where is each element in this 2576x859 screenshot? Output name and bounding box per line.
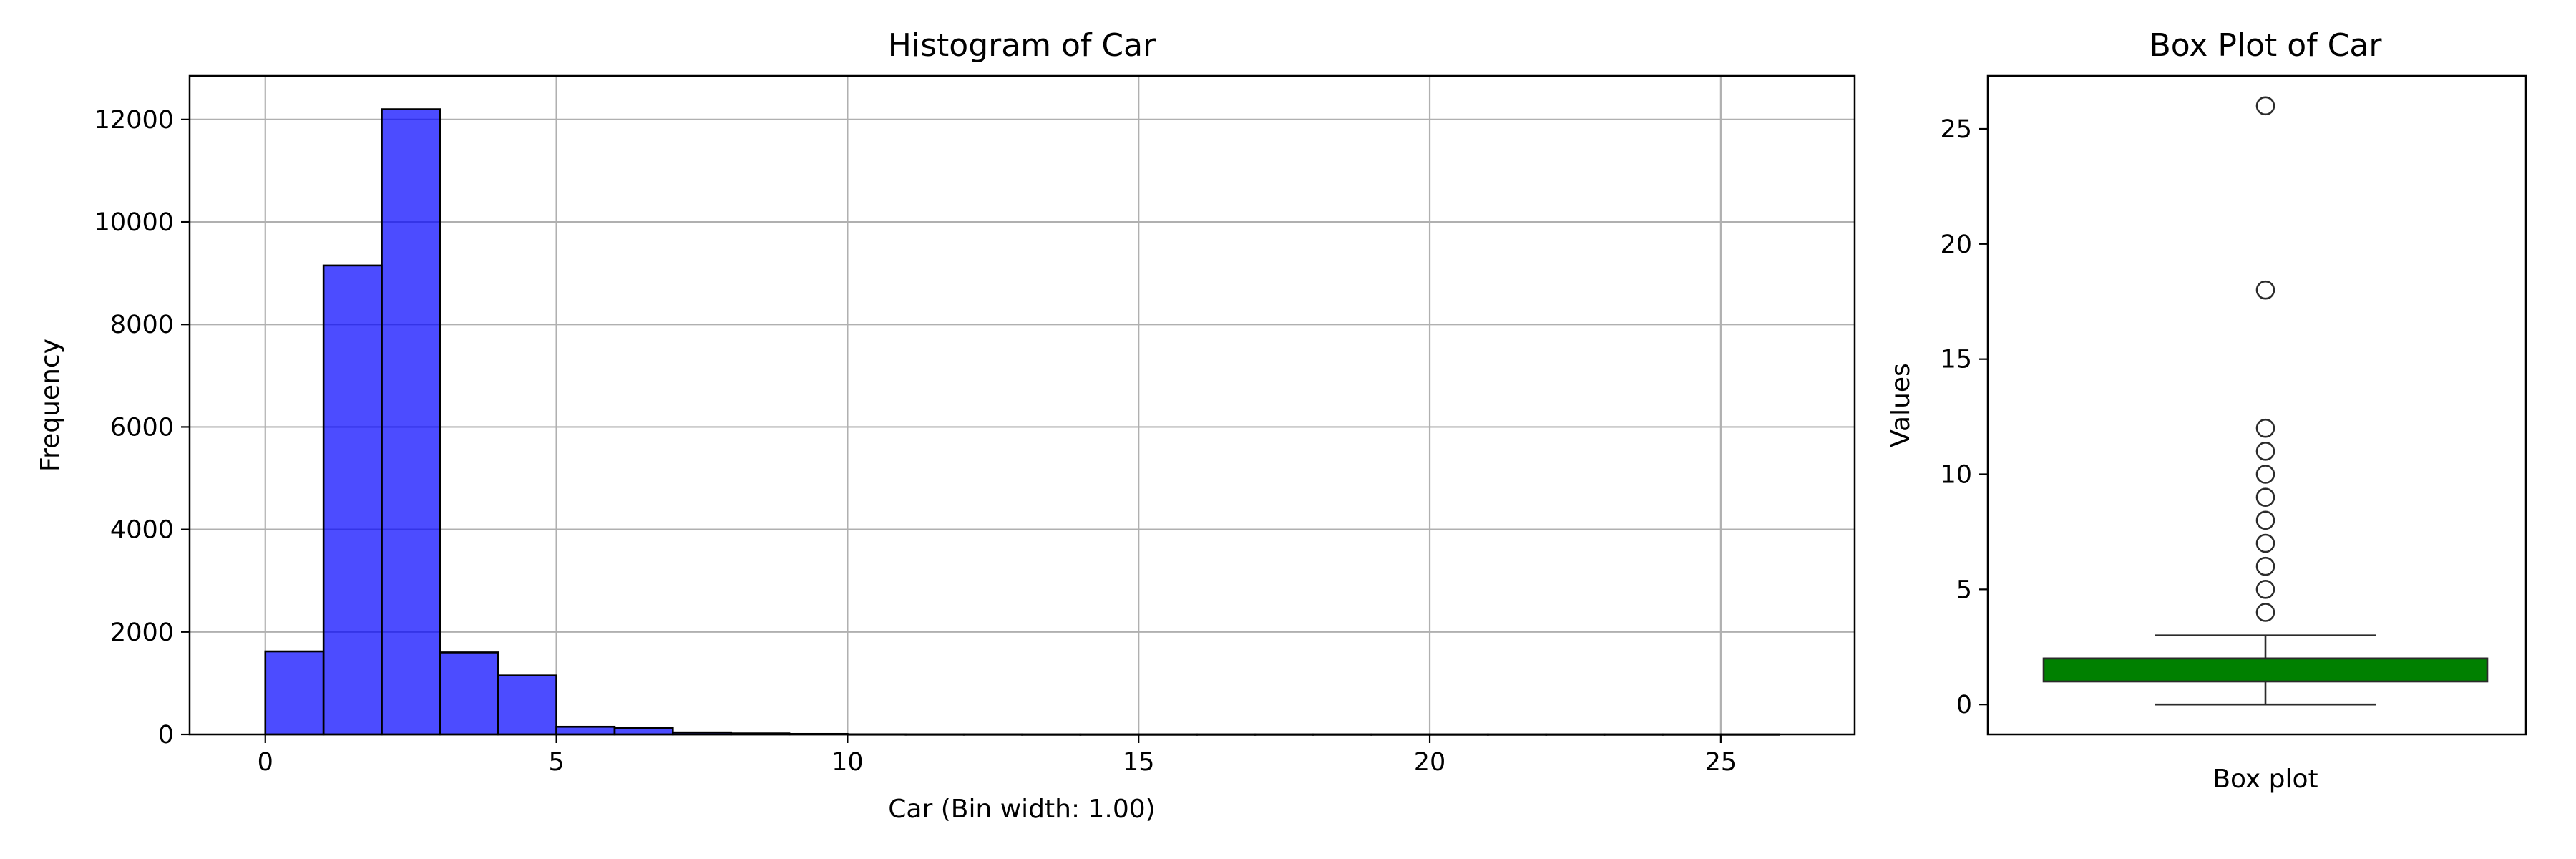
histogram-x-tick-label: 5	[548, 748, 564, 777]
box-plot-outlier-point	[2255, 96, 2275, 116]
box-plot-outlier-point	[2255, 603, 2275, 622]
box-plot-box	[2042, 657, 2489, 683]
box-plot-y-axis-label: Values	[1886, 363, 1916, 447]
histogram-y-axis-label: Frequency	[36, 339, 65, 472]
box-plot-outlier-point	[2255, 556, 2275, 576]
histogram-bar	[439, 651, 499, 736]
histogram-title: Histogram of Car	[888, 27, 1156, 64]
box-plot-body	[2042, 96, 2489, 706]
histogram-bar	[613, 727, 674, 736]
box-plot-panel: 0 5 10 15 20 25 Box Plot of Car Box plot Valu…	[1886, 27, 2527, 794]
box-plot-title: Box Plot of Car	[2150, 27, 2383, 64]
histogram-y-tick-label: 4000	[110, 516, 174, 545]
box-plot-outlier-point	[2255, 418, 2275, 438]
box-plot-x-axis-label: Box plot	[2212, 765, 2318, 794]
histogram-bar	[555, 725, 616, 736]
histogram-bar	[381, 108, 441, 736]
histogram-x-axis-label: Car (Bin width: 1.00)	[888, 795, 1155, 824]
histogram-x-ticks: 0 5 10 15 20 25	[258, 734, 1737, 777]
box-plot-outlier-point	[2255, 533, 2275, 553]
box-plot-outlier-point	[2255, 510, 2275, 530]
box-plot-y-tick-label: 20	[1940, 230, 1972, 259]
histogram-y-tick-label: 2000	[110, 618, 174, 647]
histogram-y-tick-label: 0	[158, 721, 174, 749]
box-plot-outlier-point	[2255, 465, 2275, 484]
box-plot-y-ticks: 0 5 10 15 20 25	[1940, 115, 1988, 719]
histogram-y-tick-label: 8000	[110, 311, 174, 339]
histogram-y-tick-label: 10000	[94, 208, 174, 237]
box-plot-y-tick-label: 5	[1956, 576, 1972, 604]
box-plot-y-tick-label: 25	[1940, 115, 1972, 144]
histogram-x-tick-label: 25	[1705, 748, 1737, 777]
histogram-y-tick-label: 12000	[94, 106, 174, 135]
box-plot-y-tick-label: 0	[1956, 691, 1972, 719]
histogram-bars	[264, 108, 1780, 736]
box-plot-outlier-point	[2255, 487, 2275, 507]
histogram-bar	[264, 650, 325, 736]
box-plot-y-tick-label: 10	[1940, 461, 1972, 490]
histogram-bar	[497, 674, 557, 736]
histogram-x-tick-label: 0	[258, 748, 273, 777]
box-plot-outlier-point	[2255, 280, 2275, 300]
box-plot-y-tick-label: 15	[1940, 346, 1972, 374]
histogram-frame	[188, 74, 1856, 736]
histogram-y-tick-label: 6000	[110, 413, 174, 442]
histogram-panel: 0 5 10 15 20 25 0 2000 4000 6000 8000 10000 12000 H…	[36, 27, 1856, 824]
box-plot-outlier-point	[2255, 442, 2275, 461]
histogram-bar	[322, 264, 383, 736]
box-plot-outlier-point	[2255, 580, 2275, 599]
box-plot-frame	[1986, 74, 2527, 736]
histogram-x-tick-label: 20	[1414, 748, 1446, 777]
histogram-y-ticks: 0 2000 4000 6000 8000 10000 12000	[94, 106, 190, 749]
histogram-x-tick-label: 15	[1123, 748, 1155, 777]
histogram-x-tick-label: 10	[831, 748, 864, 777]
